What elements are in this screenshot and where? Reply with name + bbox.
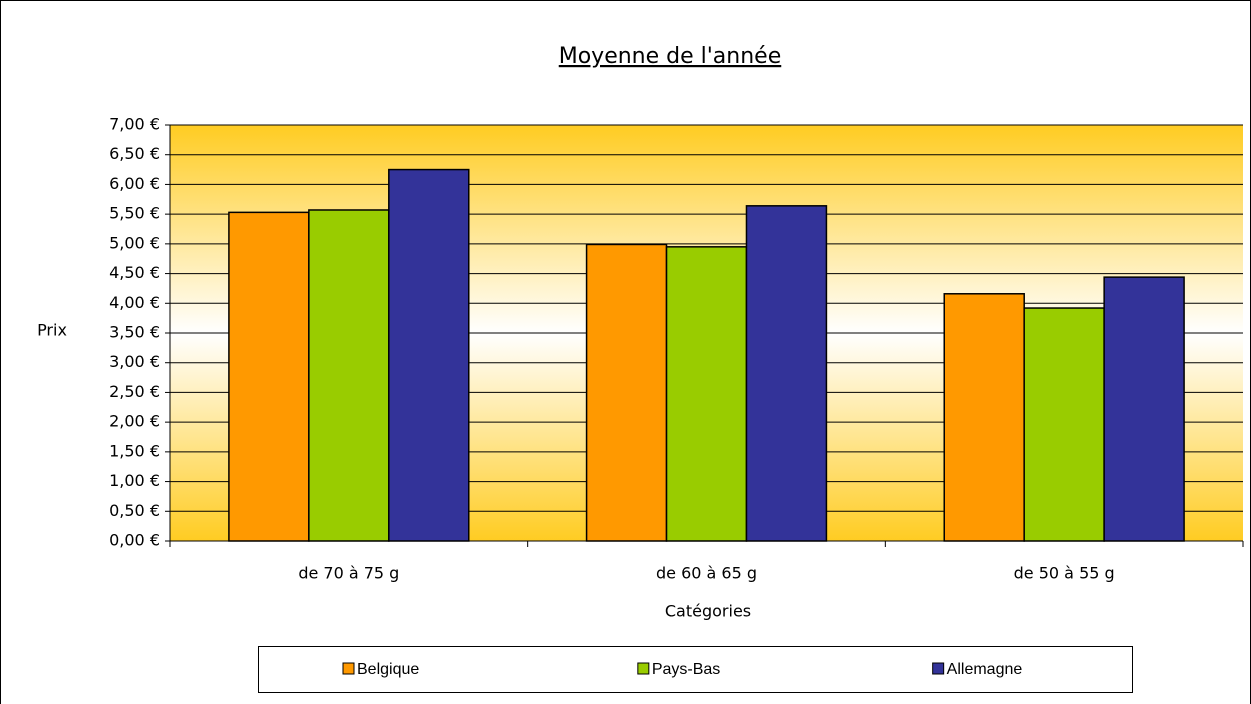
- y-tick-label: 6,00 €: [109, 174, 160, 193]
- y-tick-label: 5,00 €: [109, 233, 160, 252]
- x-tick-label: de 50 à 55 g: [1014, 564, 1115, 583]
- legend: [258, 646, 1133, 693]
- x-axis-label: Catégories: [665, 602, 751, 621]
- y-tick-label: 0,00 €: [109, 531, 160, 550]
- y-tick-label: 3,50 €: [109, 323, 160, 342]
- y-tick-label: 5,50 €: [109, 204, 160, 223]
- y-tick-label: 2,00 €: [109, 412, 160, 431]
- y-tick-label: 3,00 €: [109, 352, 160, 371]
- bar: [1103, 276, 1185, 542]
- y-tick-label: 4,50 €: [109, 263, 160, 282]
- bar: [308, 209, 390, 542]
- bar: [228, 211, 310, 542]
- bar: [388, 168, 470, 542]
- y-tick-label: 1,50 €: [109, 441, 160, 460]
- legend-swatch: [342, 662, 355, 675]
- x-tick-label: de 60 à 65 g: [656, 564, 757, 583]
- y-tick-label: 4,00 €: [109, 293, 160, 312]
- y-axis-label: Prix: [37, 321, 67, 340]
- x-tick-label: de 70 à 75 g: [298, 564, 399, 583]
- y-tick-label: 2,50 €: [109, 382, 160, 401]
- y-tick-label: 6,50 €: [109, 144, 160, 163]
- legend-label: Allemagne: [947, 661, 1023, 678]
- legend-swatch: [932, 662, 945, 675]
- bar: [745, 205, 828, 542]
- legend-label: Pays-Bas: [652, 661, 720, 678]
- y-tick-label: 7,00 €: [109, 115, 160, 134]
- y-tick-label: 1,00 €: [109, 471, 160, 490]
- bar: [665, 246, 748, 542]
- legend-label: Belgique: [357, 661, 419, 678]
- y-tick-label: 0,50 €: [109, 501, 160, 520]
- bar: [943, 293, 1025, 542]
- legend-swatch: [637, 662, 650, 675]
- bar: [585, 243, 668, 542]
- bar: [1023, 307, 1105, 542]
- chart-title: Moyenne de l'année: [559, 44, 782, 69]
